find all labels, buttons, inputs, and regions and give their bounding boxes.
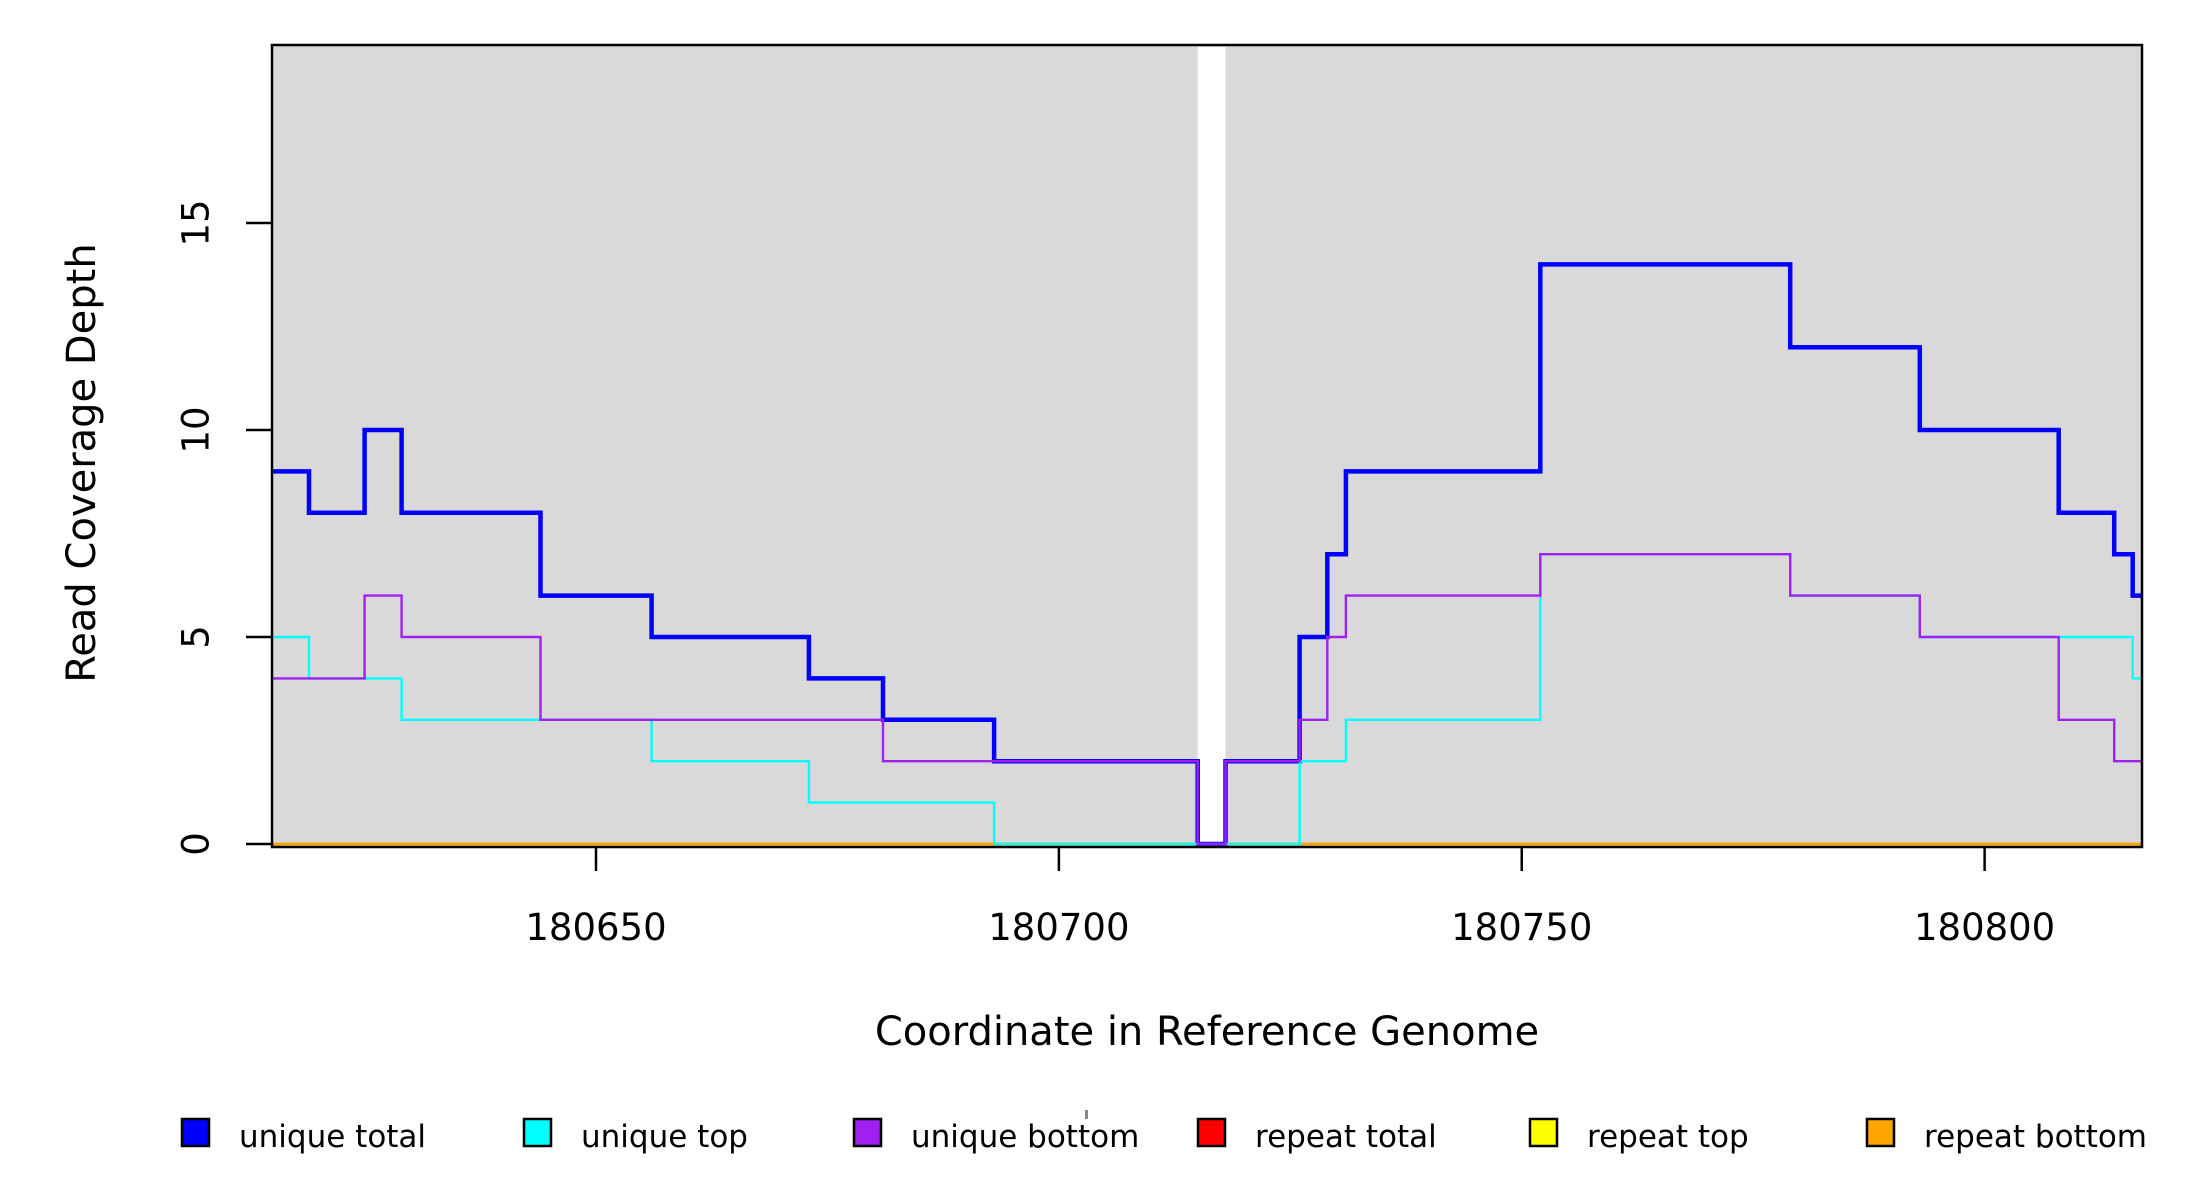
legend-item-unique-top: unique top xyxy=(522,1117,748,1155)
legend-item-unique-total: unique total xyxy=(180,1117,426,1155)
legend: unique total unique top unique bottom repea… xyxy=(180,1110,2147,1155)
legend-swatch xyxy=(180,1117,211,1148)
series-line-unique-bottom xyxy=(272,553,2142,846)
y-axis-title: Read Coverage Depth xyxy=(59,243,105,682)
legend-item-repeat-total: repeat total xyxy=(1196,1117,1437,1155)
y-tick-label: 5 xyxy=(175,625,218,649)
y-tick-label: 0 xyxy=(175,832,218,856)
legend-item-repeat-bottom: repeat bottom xyxy=(1865,1117,2147,1155)
legend-item-repeat-top: repeat top xyxy=(1528,1117,1749,1155)
legend-label: unique top xyxy=(581,1119,748,1155)
plot-panel xyxy=(272,45,2142,847)
x-axis-title: Coordinate in Reference Genome xyxy=(875,1009,1539,1055)
x-tick-label: 180700 xyxy=(988,906,1129,949)
x-tick-label: 180650 xyxy=(525,906,666,949)
legend-swatch xyxy=(522,1117,553,1148)
series-lines xyxy=(272,262,2142,847)
legend-swatch xyxy=(1865,1117,1896,1148)
y-tick-label: 15 xyxy=(175,199,218,246)
legend-label: unique bottom xyxy=(911,1119,1139,1155)
coverage-gap-band xyxy=(1197,47,1226,845)
legend-label: repeat total xyxy=(1255,1119,1437,1155)
x-tick-label: 180800 xyxy=(1914,906,2055,949)
plot-frame xyxy=(270,43,2144,849)
legend-swatch xyxy=(1196,1117,1227,1148)
legend-swatch xyxy=(1528,1117,1559,1148)
stray-mark-artifact xyxy=(1085,1110,1088,1119)
legend-label: repeat bottom xyxy=(1924,1119,2147,1155)
axes: 180650 180700 180750 180800 0 5 10 15 xyxy=(175,199,2056,949)
x-tick-label: 180750 xyxy=(1451,906,1592,949)
legend-item-unique-bottom: unique bottom xyxy=(852,1117,1139,1155)
y-tick-label: 10 xyxy=(175,406,218,453)
legend-label: unique total xyxy=(239,1119,426,1155)
legend-swatch xyxy=(852,1117,883,1148)
panel-border xyxy=(270,43,2144,849)
legend-label: repeat top xyxy=(1587,1119,1749,1155)
